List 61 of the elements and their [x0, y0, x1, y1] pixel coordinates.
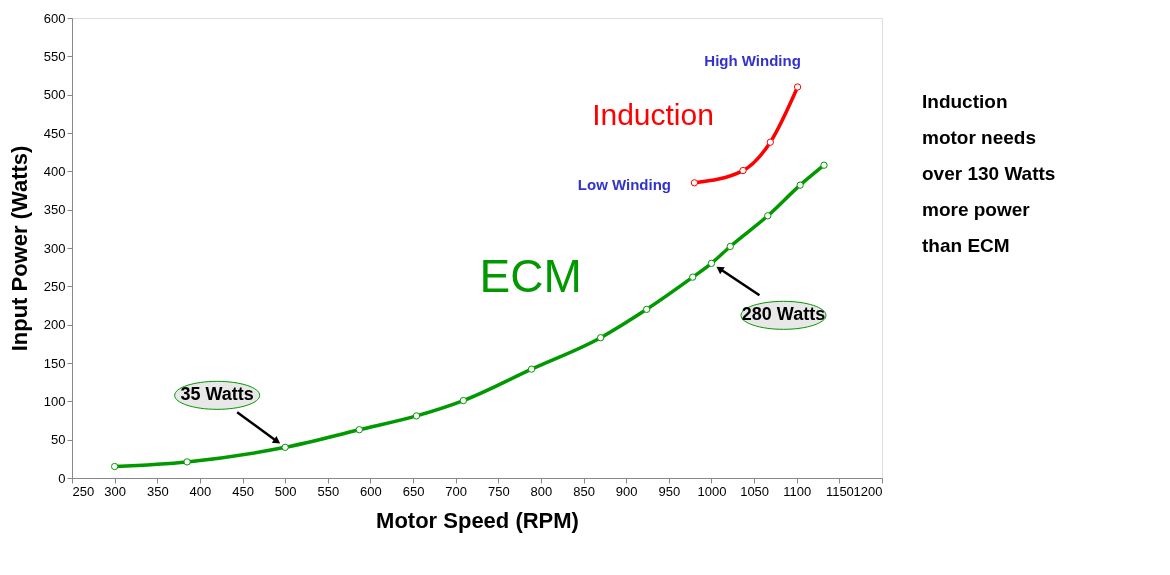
point: [793, 83, 802, 91]
point: [110, 462, 119, 471]
annotation: 280 Watts: [741, 304, 826, 325]
point: [643, 305, 651, 313]
x-tick-label: 1200: [853, 483, 883, 499]
y-tick-label: 150: [43, 355, 66, 371]
x-tick-label: 300: [104, 483, 126, 499]
point: [739, 166, 747, 175]
x-tick-label: 400: [189, 483, 212, 499]
x-tick-label: 900: [615, 483, 638, 499]
point: [183, 458, 191, 466]
x-tick-label: 600: [360, 483, 382, 499]
y-tick-label: 550: [43, 48, 66, 64]
series-label: Induction: [592, 97, 714, 131]
x-tick-label: 700: [445, 483, 468, 499]
y-tick-label: 250: [43, 278, 66, 294]
point: [726, 242, 734, 251]
point: [690, 179, 699, 187]
y-tick-label: 500: [43, 87, 66, 103]
x-tick-label: 550: [317, 483, 340, 499]
x-tick-label: 650: [402, 483, 425, 499]
point: [527, 365, 536, 373]
y-tick-label: 50: [51, 432, 66, 448]
x-tick-label: 350: [146, 483, 169, 499]
y-axis-title: Input Power (Watts): [6, 145, 32, 352]
x-tick-label: 950: [658, 483, 681, 499]
y-tick-label: 350: [43, 202, 66, 218]
y-tick-label: 100: [43, 393, 66, 409]
annotation: 35 Watts: [180, 384, 254, 405]
x-axis-title: Motor Speed (RPM): [376, 507, 579, 533]
annotation: High Winding: [704, 52, 801, 69]
point: [412, 412, 421, 420]
y-tick-label: 200: [43, 317, 66, 333]
x-tick-label: 800: [530, 483, 553, 499]
point: [459, 396, 468, 405]
point: [355, 426, 363, 434]
x-tick-label: 250: [72, 483, 95, 499]
x-tick-label: 850: [573, 483, 595, 499]
y-tick-label: 400: [43, 163, 66, 179]
x-tick-label: 1150: [825, 483, 854, 499]
point: [596, 334, 605, 342]
point: [281, 443, 289, 451]
point: [764, 212, 772, 220]
annotation: Low Winding: [577, 175, 672, 193]
x-tick-label: 500: [274, 483, 297, 499]
point: [820, 161, 828, 169]
y-tick-label: 0: [58, 470, 66, 486]
point: [707, 259, 716, 267]
x-tick-label: 450: [232, 483, 254, 499]
y-tick-label: 600: [43, 10, 66, 26]
x-tick-label: 1000: [697, 483, 727, 499]
x-tick-label: 750: [487, 483, 510, 499]
point: [689, 273, 697, 281]
text: Induction motor needs over 130 Watts more power than ECM: [922, 91, 1056, 256]
point: [766, 138, 774, 146]
series-label: ECM: [479, 249, 582, 302]
x-tick-label: 1050: [740, 483, 770, 499]
y-tick-label: 300: [43, 240, 66, 256]
point: [796, 181, 804, 189]
y-tick-label: 450: [43, 125, 66, 141]
x-tick-label: 1100: [783, 483, 812, 499]
